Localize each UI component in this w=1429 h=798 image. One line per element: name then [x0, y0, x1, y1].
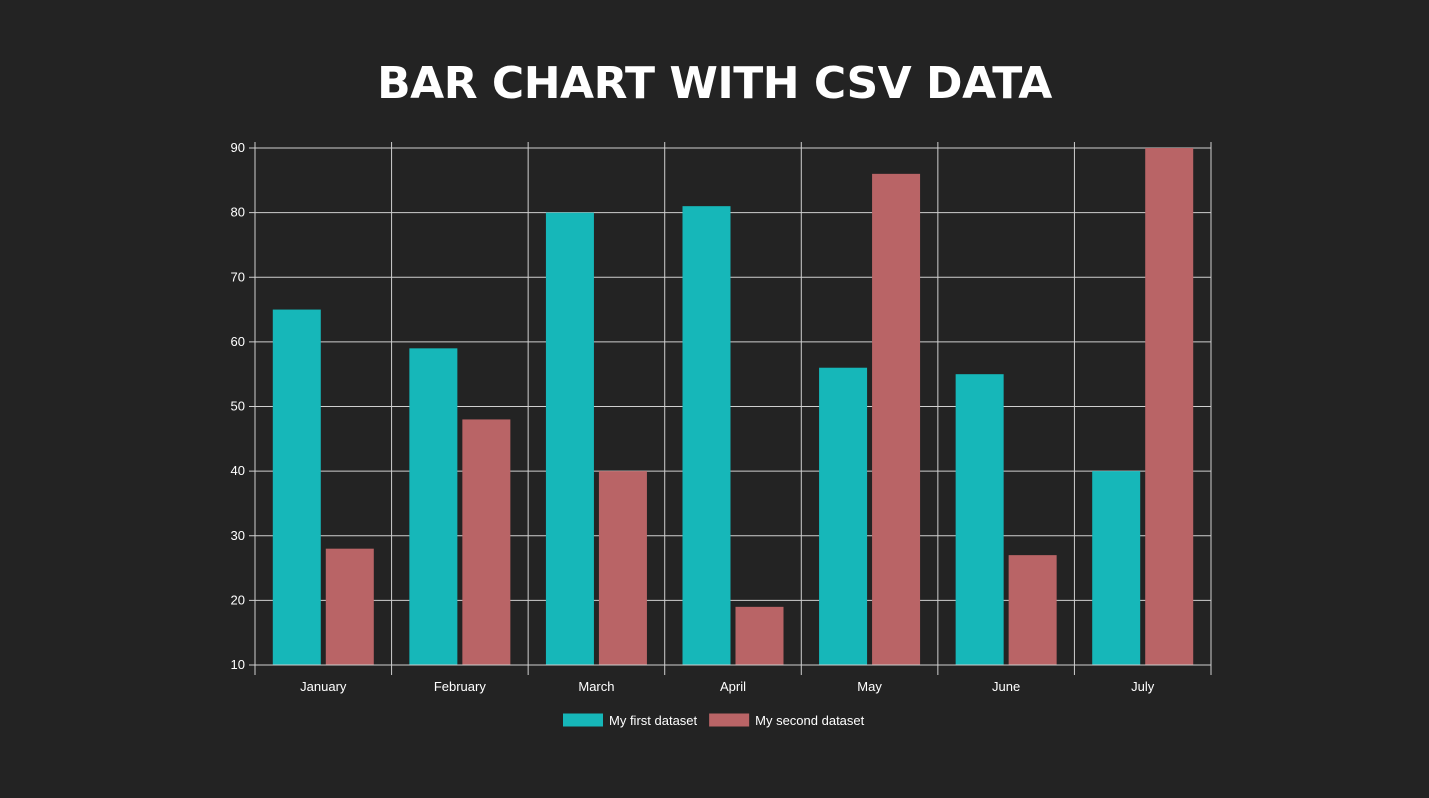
x-tick-label: July: [1131, 679, 1155, 694]
bar-first-dataset-january[interactable]: [272, 309, 321, 665]
bar-second-dataset-january[interactable]: [325, 548, 374, 665]
x-tick-label: May: [857, 679, 882, 694]
legend-label-second-dataset[interactable]: My second dataset: [755, 713, 865, 728]
x-tick-label: January: [300, 679, 347, 694]
axis-layer: 10 20 30 40 50 60 70 80 90 January February March Ap…: [231, 140, 1211, 694]
bar-first-dataset-march[interactable]: [545, 212, 594, 665]
y-tick-label: 60: [231, 334, 245, 349]
x-tick-label: April: [720, 679, 746, 694]
y-tick-label: 40: [231, 463, 245, 478]
y-tick-label: 10: [231, 657, 245, 672]
page-title: BAR CHART WITH CSV DATA: [377, 58, 1052, 109]
bar-second-dataset-february[interactable]: [462, 419, 511, 665]
y-tick-label: 70: [231, 269, 245, 284]
bar-first-dataset-april[interactable]: [682, 206, 731, 665]
y-tick-label: 50: [231, 399, 245, 414]
bar-second-dataset-may[interactable]: [872, 173, 921, 665]
y-tick-label: 80: [231, 205, 245, 220]
bar-second-dataset-april[interactable]: [735, 606, 784, 665]
y-tick-label: 20: [231, 592, 245, 607]
bar-first-dataset-july[interactable]: [1092, 471, 1141, 665]
bar-first-dataset-may[interactable]: [819, 367, 868, 665]
bar-second-dataset-july[interactable]: [1145, 148, 1194, 665]
bar-second-dataset-march[interactable]: [598, 471, 647, 665]
bar-second-dataset-june[interactable]: [1008, 555, 1057, 665]
x-tick-label: June: [992, 679, 1020, 694]
legend-swatch-second-dataset[interactable]: [709, 713, 750, 727]
x-tick-label: February: [434, 679, 487, 694]
bar-first-dataset-february[interactable]: [409, 348, 458, 665]
legend-label-first-dataset[interactable]: My first dataset: [609, 713, 698, 728]
x-tick-label: March: [578, 679, 614, 694]
bar-first-dataset-june[interactable]: [955, 374, 1004, 665]
y-tick-label: 30: [231, 528, 245, 543]
legend: My first dataset My second dataset: [563, 713, 865, 728]
y-tick-label: 90: [231, 140, 245, 155]
bars-layer: [272, 148, 1194, 665]
legend-swatch-first-dataset[interactable]: [563, 713, 603, 727]
